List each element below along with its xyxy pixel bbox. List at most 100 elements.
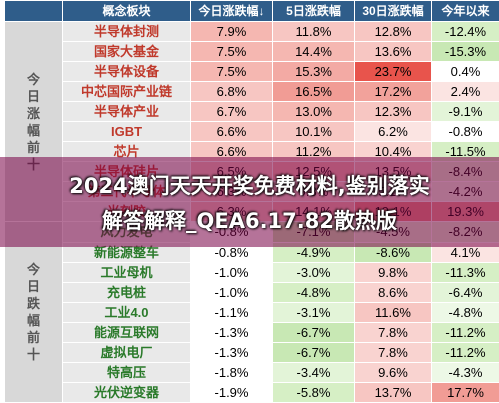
cell-ytd: -0.8% [431, 121, 499, 143]
table-row[interactable]: 虚拟电厂 -1.3% -6.7% 7.8% -11.2% [5, 341, 499, 363]
cell-d1: -1.1% [190, 301, 273, 323]
cell-ytd: -11.3% [431, 261, 499, 283]
cell-d30: 13.6% [354, 41, 432, 63]
cell-d30: 7.8% [354, 321, 432, 343]
cell-d5: 10.1% [272, 121, 355, 143]
sector-name[interactable]: 能源互联网 [62, 321, 191, 343]
group-label-char: 前 [26, 139, 40, 155]
group-label-char: 日 [26, 88, 40, 104]
sector-name[interactable]: 国家大基金 [62, 41, 191, 63]
table-row[interactable]: 能源互联网 -1.3% -6.7% 7.8% -11.2% [5, 321, 499, 343]
cell-ytd: -4.8% [431, 301, 499, 323]
headline-line-2: 解答解释_QEA6.17.82散热版 [102, 209, 397, 233]
cell-d5: 11.8% [272, 20, 355, 43]
cell-d5: -4.8% [272, 281, 355, 303]
table-row[interactable]: 中芯国际产业链 6.8% 16.5% 17.2% 2.4% [5, 81, 499, 103]
cell-d1: -1.8% [190, 361, 273, 383]
headline-banner [0, 157, 499, 247]
cell-ytd: 2.4% [431, 81, 499, 103]
column-header-1d[interactable]: 今日涨跌幅↓ [190, 0, 273, 22]
cell-d30: 17.2% [354, 81, 432, 103]
table-row[interactable]: IGBT 6.6% 10.1% 6.2% -0.8% [5, 121, 499, 143]
cell-ytd: -11.2% [431, 321, 499, 343]
sector-name[interactable]: 虚拟电厂 [62, 341, 191, 363]
group-label-top-losers: 今日跌幅前十 [4, 221, 63, 403]
cell-d30: 12.8% [354, 20, 432, 43]
sector-name[interactable]: 半导体产业 [62, 101, 191, 123]
cell-d5: -3.1% [272, 301, 355, 323]
cell-d5: -3.4% [272, 361, 355, 383]
cell-d5: -5.8% [272, 381, 355, 403]
cell-d5: 14.4% [272, 41, 355, 63]
sector-name[interactable]: IGBT [62, 121, 191, 143]
cell-ytd: -4.3% [431, 361, 499, 383]
column-header-30d[interactable]: 30日涨跌幅 [354, 0, 432, 22]
cell-d1: -1.9% [190, 381, 273, 403]
sector-name[interactable]: 半导体封测 [62, 20, 191, 43]
cell-d1: -1.3% [190, 321, 273, 343]
headline-line-1: 2024澳门天天开奖免费材料,鉴别落实 [69, 174, 430, 198]
cell-d5: -6.7% [272, 321, 355, 343]
group-label-char: 幅 [26, 313, 40, 329]
table-row[interactable]: 特高压 -1.8% -3.4% 9.6% -4.3% [5, 361, 499, 383]
sector-name[interactable]: 光伏逆变器 [62, 381, 191, 403]
cell-d30: 9.6% [354, 361, 432, 383]
column-header-ytd[interactable]: 今年以来 [431, 0, 499, 22]
cell-d30: 12.3% [354, 101, 432, 123]
column-header-name[interactable]: 概念板块 [62, 0, 191, 22]
group-label-char: 幅 [26, 122, 40, 138]
cell-d30: 9.8% [354, 261, 432, 283]
table-row[interactable]: 光伏逆变器 -1.9% -5.8% 13.7% 17.7% [5, 381, 499, 403]
group-label-char: 前 [26, 330, 40, 346]
table-row[interactable]: 半导体设备 7.5% 15.3% 23.7% 0.4% [5, 61, 499, 83]
cell-d5: 13.0% [272, 101, 355, 123]
cell-ytd: -11.2% [431, 341, 499, 363]
group-label-char: 今 [26, 262, 40, 278]
table-header-row: 概念板块 今日涨跌幅↓ 5日涨跌幅 30日涨跌幅 今年以来 [4, 0, 499, 22]
cell-ytd: 0.4% [431, 61, 499, 83]
cell-ytd: 17.7% [431, 381, 499, 403]
cell-d30: 7.8% [354, 341, 432, 363]
cell-ytd: -12.4% [431, 20, 499, 43]
group-label-char: 日 [26, 279, 40, 295]
cell-d1: 6.7% [190, 101, 273, 123]
table-row[interactable]: 工业母机 -1.0% -3.0% 9.8% -11.3% [5, 261, 499, 283]
group-label-char: 跌 [26, 296, 40, 312]
table-row[interactable]: 半导体产业 6.7% 13.0% 12.3% -9.1% [5, 101, 499, 123]
cell-d1: -1.0% [190, 281, 273, 303]
cell-d5: 16.5% [272, 81, 355, 103]
cell-ytd: -9.1% [431, 101, 499, 123]
cell-d1: 6.6% [190, 121, 273, 143]
group-label-char: 十 [26, 347, 40, 363]
cell-d1: -1.3% [190, 341, 273, 363]
sector-name[interactable]: 半导体设备 [62, 61, 191, 83]
group-header [4, 0, 63, 22]
sector-name[interactable]: 特高压 [62, 361, 191, 383]
cell-d5: -6.7% [272, 341, 355, 363]
cell-ytd: -15.3% [431, 41, 499, 63]
cell-d5: -3.0% [272, 261, 355, 283]
sector-name[interactable]: 工业4.0 [62, 301, 191, 323]
cell-d1: -1.0% [190, 261, 273, 283]
cell-d30: 8.6% [354, 281, 432, 303]
cell-d1: 7.5% [190, 61, 273, 83]
group-label-char: 今 [26, 71, 40, 87]
sector-name[interactable]: 充电桩 [62, 281, 191, 303]
table-row[interactable]: 今日涨幅前十半导体封测7.9%11.8%12.8%-12.4% [4, 20, 499, 223]
cell-d1: 6.8% [190, 81, 273, 103]
table-row[interactable]: 国家大基金 7.5% 14.4% 13.6% -15.3% [5, 41, 499, 63]
column-header-5d[interactable]: 5日涨跌幅 [272, 0, 355, 22]
table-row[interactable]: 充电桩 -1.0% -4.8% 8.6% -6.4% [5, 281, 499, 303]
cell-d1: 7.9% [190, 20, 273, 43]
cell-d30: 6.2% [354, 121, 432, 143]
group-label-char: 涨 [26, 105, 40, 121]
sector-name[interactable]: 工业母机 [62, 261, 191, 283]
cell-ytd: -6.4% [431, 281, 499, 303]
cell-d5: 15.3% [272, 61, 355, 83]
cell-d30: 11.6% [354, 301, 432, 323]
cell-d30: 13.7% [354, 381, 432, 403]
cell-d1: 7.5% [190, 41, 273, 63]
table-row[interactable]: 工业4.0 -1.1% -3.1% 11.6% -4.8% [5, 301, 499, 323]
cell-d30: 23.7% [354, 61, 432, 83]
sector-name[interactable]: 中芯国际产业链 [62, 81, 191, 103]
